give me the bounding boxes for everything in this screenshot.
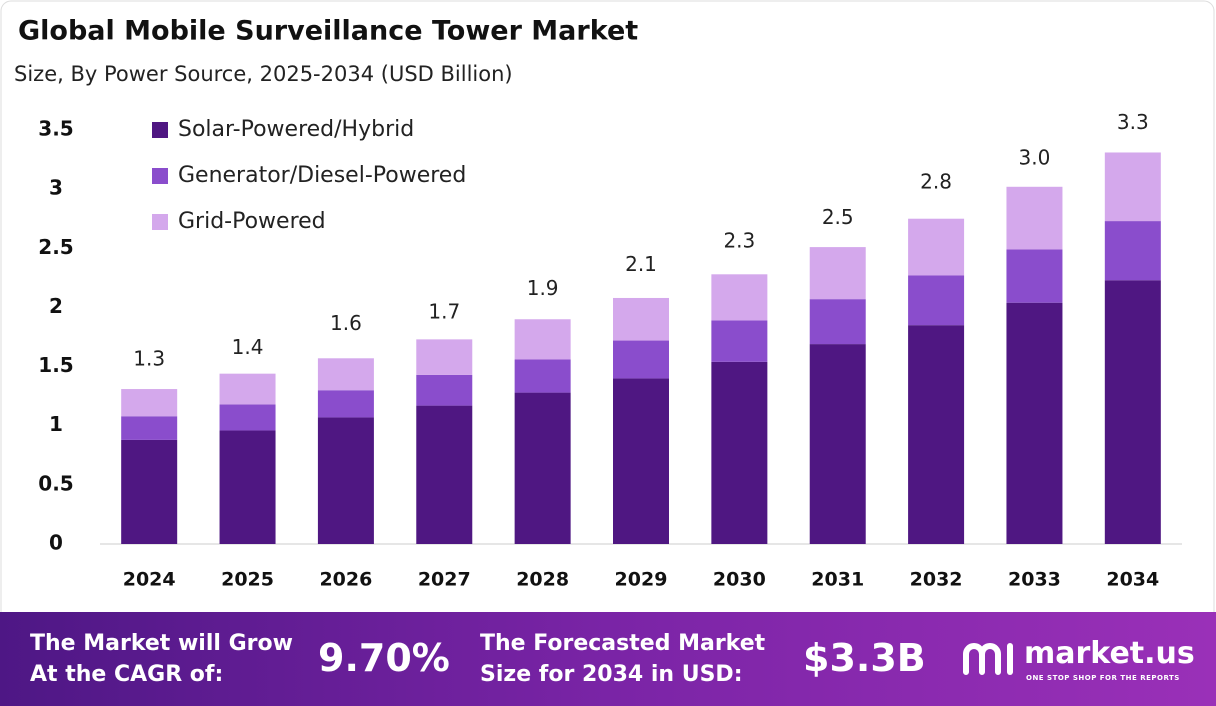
total-label: 2.5 — [822, 205, 854, 229]
brand-name: market.us — [1024, 636, 1195, 671]
total-label: 2.3 — [723, 228, 755, 252]
legend-swatch — [152, 214, 168, 230]
chart: Global Mobile Surveillance Tower Market … — [0, 0, 1215, 612]
bar-segment — [711, 361, 768, 544]
total-label: 3.3 — [1117, 110, 1149, 134]
x-tick-label: 2033 — [1008, 569, 1061, 591]
bar-segment — [416, 339, 473, 375]
bar-segment — [219, 430, 276, 544]
bar-segment — [416, 405, 473, 544]
bar-segment — [809, 344, 866, 544]
bar-segment — [1006, 249, 1063, 303]
total-label: 2.1 — [625, 252, 657, 276]
bar-segment — [809, 299, 866, 345]
legend-swatch — [152, 122, 168, 138]
forecast-text: The Forecasted Market Size for 2034 in U… — [480, 628, 765, 690]
bar-segment — [1104, 221, 1161, 281]
bar-segment — [514, 359, 571, 393]
brand-tagline: ONE STOP SHOP FOR THE REPORTS — [1026, 674, 1180, 682]
total-label: 1.6 — [330, 311, 362, 335]
bar-segment — [1104, 152, 1161, 222]
total-label: 1.3 — [133, 347, 165, 371]
y-tick-label: 0 — [49, 531, 63, 555]
bar-segment — [219, 404, 276, 431]
x-tick-label: 2028 — [516, 569, 569, 591]
total-label: 1.9 — [527, 276, 559, 300]
legend-swatch — [152, 168, 168, 184]
x-tick-label: 2025 — [221, 569, 274, 591]
cagr-line: The Market will Grow — [30, 631, 293, 656]
x-tick-label: 2030 — [713, 569, 766, 591]
x-tick-label: 2034 — [1106, 569, 1159, 591]
y-tick-label: 1.5 — [38, 353, 73, 377]
x-tick-label: 2032 — [910, 569, 963, 591]
cagr-text: The Market will Grow At the CAGR of: — [30, 628, 293, 690]
bar-segment — [711, 274, 768, 321]
forecast-value: $3.3B — [803, 636, 926, 680]
bar-segment — [1006, 302, 1063, 544]
bar-segment — [121, 389, 178, 417]
y-tick-label: 0.5 — [38, 471, 73, 495]
bar-segment — [908, 218, 965, 276]
bar-segment — [514, 319, 571, 360]
footer: The Market will Grow At the CAGR of: 9.7… — [0, 612, 1216, 706]
x-tick-label: 2027 — [418, 569, 471, 591]
bar-segment — [317, 390, 374, 418]
legend-label: Generator/Diesel-Powered — [178, 163, 466, 188]
bar-segment — [1104, 280, 1161, 544]
total-label: 1.4 — [232, 335, 264, 359]
y-tick-label: 1 — [49, 412, 63, 436]
bar-segment — [514, 392, 571, 544]
x-tick-label: 2029 — [615, 569, 668, 591]
y-tick-label: 3.5 — [38, 117, 73, 141]
bar-segment — [908, 325, 965, 544]
legend-label: Grid-Powered — [178, 209, 326, 234]
x-tick-label: 2026 — [319, 569, 372, 591]
y-tick-label: 2 — [49, 294, 63, 318]
bar-segment — [711, 320, 768, 362]
cagr-value: 9.70% — [318, 636, 450, 680]
bar-segment — [613, 378, 669, 544]
bar-segment — [121, 439, 178, 544]
cagr-line: At the CAGR of: — [30, 662, 224, 687]
x-tick-label: 2024 — [123, 569, 176, 591]
bar-segment — [219, 373, 276, 405]
y-tick-label: 2.5 — [38, 235, 73, 259]
forecast-line: The Forecasted Market — [480, 631, 766, 656]
chart-border — [0, 0, 1215, 612]
bar-segment — [908, 275, 965, 326]
bar-segment — [613, 297, 669, 341]
forecast-line: Size for 2034 in USD: — [480, 662, 743, 687]
total-label: 3.0 — [1019, 146, 1051, 170]
bar-segment — [809, 247, 866, 300]
bar-segment — [317, 417, 374, 544]
bar-segment — [613, 340, 669, 379]
x-tick-label: 2031 — [811, 569, 864, 591]
bar-segment — [121, 416, 178, 440]
bar-segment — [416, 374, 473, 406]
chart-title: Global Mobile Surveillance Tower Market — [18, 16, 638, 47]
y-tick-label: 3 — [49, 176, 63, 200]
total-label: 2.8 — [920, 169, 952, 193]
chart-subtitle: Size, By Power Source, 2025-2034 (USD Bi… — [14, 62, 513, 86]
brand-logo — [963, 643, 1013, 675]
bar-segment — [1006, 186, 1063, 250]
legend-label: Solar-Powered/Hybrid — [178, 117, 414, 142]
bar-segment — [317, 358, 374, 391]
total-label: 1.7 — [428, 299, 460, 323]
